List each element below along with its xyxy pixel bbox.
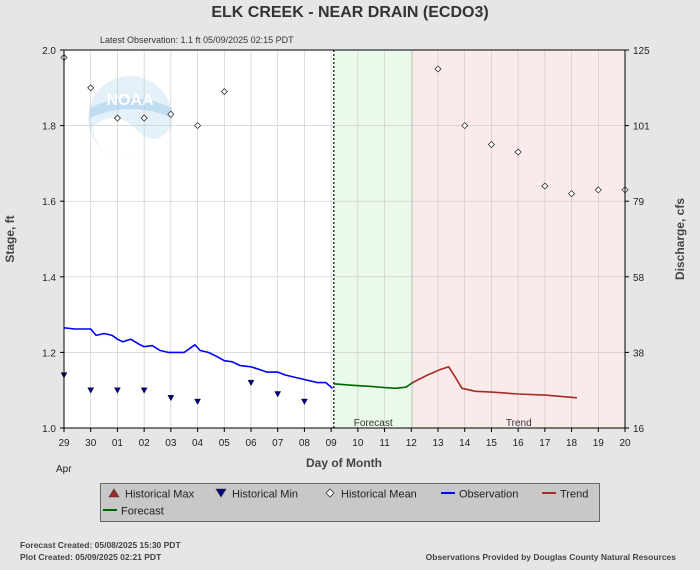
x-tick-label: 16: [513, 438, 525, 449]
y2-tick-label: 58: [633, 273, 645, 284]
x-tick-label: 01: [112, 438, 124, 449]
y2-tick-label: 38: [633, 348, 645, 359]
historical-mean-point: [461, 122, 469, 130]
x-tick-label: 13: [432, 438, 444, 449]
historical-mean-point: [167, 110, 175, 118]
historical-min-point: [301, 398, 308, 405]
line-icon: [441, 488, 455, 501]
historical-mean-point: [568, 190, 576, 198]
data-series: [63, 327, 577, 399]
plot-created-label: Plot Created: 05/09/2025 02:21 PDT: [20, 552, 162, 562]
historical-min-point: [274, 391, 282, 398]
y-tick-label: 1.0: [42, 424, 56, 435]
x-tick-label: 10: [352, 438, 364, 449]
x-axis-month-label: Apr: [56, 464, 72, 475]
historical-mean-point: [434, 65, 442, 73]
y-tick-label: 1.8: [42, 122, 56, 133]
x-tick-label: 08: [299, 438, 311, 449]
x-tick-label: 30: [85, 438, 97, 449]
y2-tick-label: 16: [633, 424, 645, 435]
historical-min-point: [167, 395, 175, 402]
region-labels: Forecast Trend: [354, 418, 532, 429]
triangle-down-icon: [214, 488, 228, 501]
plot-border: [63, 49, 626, 429]
region-label-trend: Trend: [506, 418, 532, 429]
y-tick-label: 1.2: [42, 348, 56, 359]
legend-item-observation: Observation: [441, 488, 518, 501]
forecast-line: [333, 381, 414, 390]
y-axis-title: Stage, ft: [3, 215, 17, 262]
historical-min-point: [247, 379, 255, 387]
historical-mean-point: [541, 182, 549, 190]
legend-item-historical-min: Historical Min: [214, 488, 298, 501]
svg-text:NOAA: NOAA: [106, 92, 154, 109]
line-icon: [542, 488, 556, 501]
observation-line: [63, 327, 334, 389]
trend-line: [412, 365, 577, 399]
legend: Historical Max Historical Min Historical…: [100, 483, 600, 522]
x-tick-label: 07: [272, 438, 284, 449]
x-tick-label: 12: [406, 438, 418, 449]
historical-mean-point: [220, 88, 228, 96]
line-icon: [103, 505, 117, 518]
x-tick-label: 29: [58, 438, 70, 449]
legend-item-historical-max: Historical Max: [107, 488, 194, 501]
triangle-up-icon: [107, 488, 121, 501]
y2-tick-label: 125: [633, 46, 650, 57]
data-markers: [60, 53, 629, 405]
x-tick-label: 02: [139, 438, 151, 449]
historical-mean-point: [514, 148, 522, 156]
historical-min-point: [87, 387, 95, 394]
noaa-logo: NOAA: [88, 76, 172, 160]
x-tick-label: 18: [566, 438, 578, 449]
legend-item-historical-mean: Historical Mean: [323, 488, 417, 501]
x-tick-label: 17: [539, 438, 551, 449]
y2-tick-label: 79: [633, 197, 645, 208]
x-tick-label: 20: [619, 438, 631, 449]
historical-mean-point: [487, 140, 495, 149]
legend-item-forecast: Forecast: [103, 505, 164, 518]
legend-item-trend: Trend: [542, 488, 588, 501]
historical-min-point: [114, 387, 121, 394]
x-axis-title: Day of Month: [306, 456, 382, 470]
x-tick-label: 09: [326, 438, 338, 449]
y-tick-label: 1.4: [42, 273, 56, 284]
historical-mean-point: [113, 114, 121, 122]
data-provider-label: Observations Provided by Douglas County …: [425, 552, 676, 562]
region-label-forecast: Forecast: [354, 418, 393, 429]
forecast-trend-regions: [333, 50, 626, 428]
x-tick-label: 05: [219, 438, 231, 449]
latest-observation-label: Latest Observation: 1.1 ft 05/09/2025 02…: [100, 35, 294, 45]
historical-mean-point: [140, 114, 148, 122]
x-tick-label: 19: [593, 438, 605, 449]
y-tick-label: 2.0: [42, 46, 56, 57]
historical-min-point: [194, 398, 201, 405]
y2-axis-title: Discharge, cfs: [673, 198, 687, 280]
chart-title: ELK CREEK - NEAR DRAIN (ECDO3): [211, 4, 488, 21]
x-tick-label: 11: [379, 438, 390, 449]
x-tick-label: 03: [165, 438, 177, 449]
historical-mean-point: [594, 186, 602, 194]
historical-mean-point: [87, 84, 95, 92]
historical-min-point: [140, 387, 148, 394]
historical-mean-point: [194, 122, 202, 130]
forecast-created-label: Forecast Created: 05/08/2025 15:30 PDT: [20, 540, 181, 550]
x-tick-label: 14: [459, 438, 471, 449]
y-tick-label: 1.6: [42, 197, 56, 208]
diamond-icon: [323, 488, 337, 501]
x-tick-label: 04: [192, 438, 204, 449]
x-tick-label: 06: [245, 438, 257, 449]
region-forecast: [333, 50, 413, 428]
region-trend: [412, 50, 625, 428]
x-tick-label: 15: [486, 438, 498, 449]
y2-tick-label: 101: [633, 122, 650, 133]
axes: 29 30 01 02 03 04 05 06 07 08 09 10 11 12 13 14 15 16 17 18…: [42, 46, 650, 449]
